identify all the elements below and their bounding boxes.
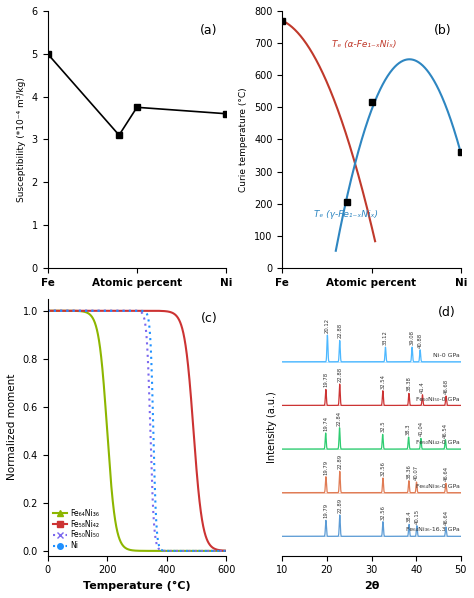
Text: 22.89: 22.89 [337, 454, 342, 469]
Text: 46.54: 46.54 [443, 423, 448, 438]
Text: (a): (a) [200, 24, 218, 37]
Text: 40.07: 40.07 [414, 465, 419, 480]
Text: 32.54: 32.54 [380, 374, 385, 389]
Text: Fe₅₀Ni₅₀-0 GPa: Fe₅₀Ni₅₀-0 GPa [416, 396, 460, 401]
Legend: Fe₆₄Ni₃₆, Fe₅₈Ni₄₂, Fe₅₀Ni₅₀, Ni: Fe₆₄Ni₃₆, Fe₅₈Ni₄₂, Fe₅₀Ni₅₀, Ni [51, 507, 101, 552]
Text: Fe₆₄Ni₃₆-16.3 GPa: Fe₆₄Ni₃₆-16.3 GPa [406, 527, 460, 532]
Text: 41.4: 41.4 [420, 381, 425, 393]
Text: Fe₅₀Ni₄₂-0 GPa: Fe₅₀Ni₄₂-0 GPa [416, 440, 460, 445]
Text: 38.3: 38.3 [406, 423, 411, 435]
Text: 32.56: 32.56 [381, 505, 385, 520]
Text: 20.12: 20.12 [325, 318, 330, 333]
Y-axis label: Intensity (a.u.): Intensity (a.u.) [267, 391, 277, 463]
Text: 38.38: 38.38 [407, 377, 411, 392]
Text: 38.36: 38.36 [406, 464, 411, 479]
Text: 32.56: 32.56 [381, 461, 385, 476]
Text: 40.15: 40.15 [414, 508, 419, 524]
Y-axis label: Normalized moment: Normalized moment [7, 374, 17, 480]
Text: 46.64: 46.64 [443, 510, 448, 525]
Text: 40.88: 40.88 [418, 332, 423, 348]
Text: 41.04: 41.04 [419, 422, 423, 437]
Text: 39.08: 39.08 [410, 330, 415, 345]
X-axis label: Temperature (°C): Temperature (°C) [83, 581, 191, 591]
Text: 22.88: 22.88 [337, 324, 342, 338]
Y-axis label: Susceptibility (*10⁻⁴ m³/kg): Susceptibility (*10⁻⁴ m³/kg) [17, 77, 26, 202]
Text: 22.89: 22.89 [337, 498, 342, 513]
Text: 19.78: 19.78 [323, 373, 328, 388]
Text: Fe₆₄Ni₃₆-0 GPa: Fe₆₄Ni₃₆-0 GPa [416, 484, 460, 489]
Text: (c): (c) [201, 312, 218, 325]
Text: 38.4: 38.4 [407, 511, 411, 523]
Text: 46.68: 46.68 [444, 379, 448, 394]
Text: 22.84: 22.84 [337, 411, 342, 426]
Text: 19.74: 19.74 [323, 416, 328, 431]
Text: 32.5: 32.5 [380, 421, 385, 432]
Text: 19.79: 19.79 [323, 460, 328, 475]
Text: 19.79: 19.79 [323, 504, 328, 518]
X-axis label: 2θ: 2θ [364, 581, 379, 591]
Text: (d): (d) [438, 306, 456, 319]
Text: Tₑ (γ-Fe₁₋ₓNiₓ): Tₑ (γ-Fe₁₋ₓNiₓ) [314, 209, 378, 218]
Y-axis label: Curie temperature (°C): Curie temperature (°C) [239, 87, 248, 192]
Text: (b): (b) [434, 24, 452, 37]
Text: 33.12: 33.12 [383, 330, 388, 345]
Text: Tₑ (α-Fe₁₋ₓNiₓ): Tₑ (α-Fe₁₋ₓNiₓ) [332, 40, 397, 49]
Text: 22.88: 22.88 [337, 367, 342, 382]
Text: Ni-0 GPa: Ni-0 GPa [433, 353, 460, 358]
Text: 46.64: 46.64 [443, 466, 448, 481]
